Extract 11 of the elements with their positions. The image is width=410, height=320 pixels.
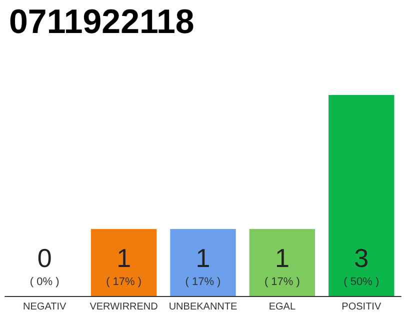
x-tick-label: UNBEKANNTE	[168, 302, 238, 312]
x-tick-label: VERWIRREND	[90, 302, 158, 312]
data-label: 3 ( 50% )	[344, 243, 380, 288]
chart-title: 0711922118	[9, 3, 194, 41]
data-label: 0 ( 0% )	[30, 243, 60, 288]
x-tick-label: POSITIV	[342, 302, 382, 312]
data-label: 1 ( 17% )	[106, 243, 142, 288]
data-label: 1 ( 17% )	[185, 243, 221, 288]
x-tick-label: EGAL	[268, 302, 296, 312]
data-label: 1 ( 17% )	[264, 243, 300, 288]
x-tick-label: NEGATIV	[23, 302, 67, 312]
